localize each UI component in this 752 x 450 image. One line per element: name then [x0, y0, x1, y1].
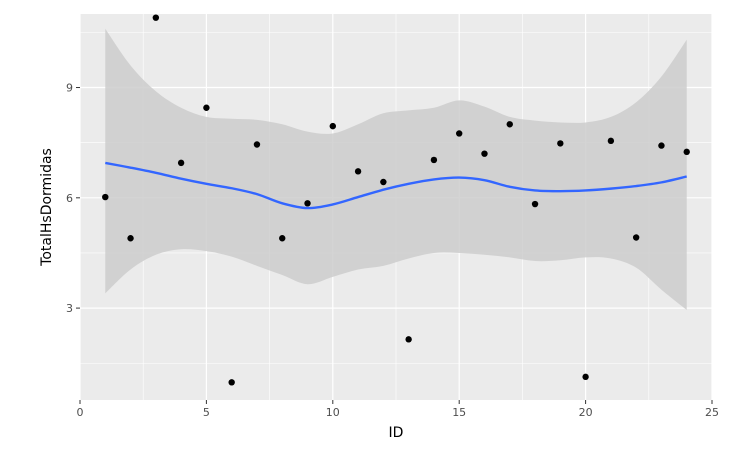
data-point	[203, 104, 210, 111]
data-point	[531, 200, 539, 208]
x-tick-label: 15	[452, 406, 466, 419]
y-tick-label: 3	[66, 302, 73, 315]
x-axis: 0 5 10 15 20 25	[77, 400, 719, 419]
data-points	[102, 14, 690, 386]
data-point	[127, 235, 134, 242]
data-point	[658, 142, 665, 149]
smooth-line	[105, 161, 687, 210]
x-tick-label: 0	[77, 406, 84, 419]
data-point	[152, 14, 160, 21]
data-point	[253, 141, 261, 148]
y-tick-label: 9	[66, 82, 73, 95]
data-point	[177, 159, 185, 167]
y-axis: 3 6 9	[66, 82, 80, 315]
x-tick-label: 5	[203, 406, 210, 419]
x-axis-title: ID	[389, 425, 404, 441]
confidence-ribbon	[105, 28, 687, 310]
data-point	[456, 130, 463, 137]
y-axis-title: TotalHsDormidas	[39, 148, 55, 267]
x-tick-label: 10	[326, 406, 340, 419]
data-point	[329, 122, 336, 130]
data-point	[380, 178, 387, 186]
data-point	[228, 379, 235, 386]
data-point	[354, 168, 362, 175]
data-point	[102, 193, 109, 201]
data-point	[557, 140, 564, 147]
data-point	[683, 148, 690, 156]
data-point	[582, 373, 589, 381]
x-tick-label: 25	[705, 406, 719, 419]
x-tick-label: 20	[579, 406, 593, 419]
data-point	[607, 137, 615, 145]
data-point	[632, 234, 640, 241]
data-point	[279, 235, 286, 242]
data-point	[506, 121, 513, 128]
data-point	[304, 200, 311, 207]
data-point	[430, 156, 438, 164]
y-tick-label: 6	[66, 192, 73, 205]
data-point	[405, 336, 412, 343]
data-point	[481, 150, 488, 157]
